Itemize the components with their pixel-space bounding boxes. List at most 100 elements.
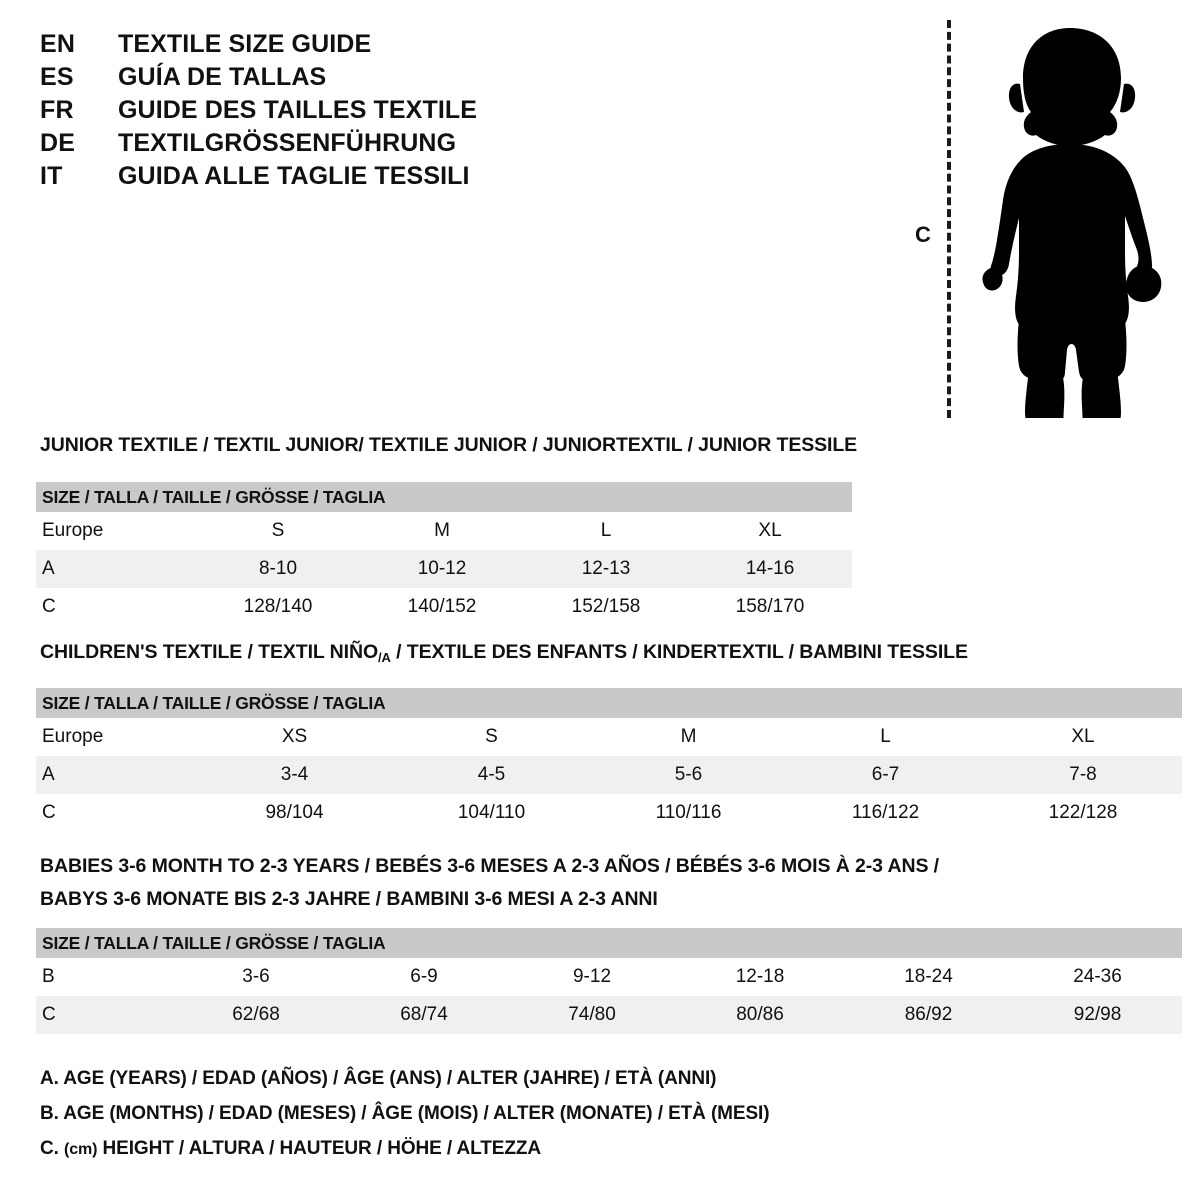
cell-value: M xyxy=(360,512,524,550)
cell-value: 68/74 xyxy=(340,996,508,1034)
table-row: A 8-10 10-12 12-13 14-16 xyxy=(36,550,853,588)
table-row: A 3-4 4-5 5-6 6-7 7-8 xyxy=(36,756,1182,794)
babies-size-table: SIZE / TALLA / TAILLE / GRÖSSE / TAGLIA … xyxy=(36,928,1183,1034)
guide-title: GUIDE DES TAILLES TEXTILE xyxy=(118,96,478,124)
cell-value: 7-8 xyxy=(984,756,1182,794)
cell-value: 3-4 xyxy=(196,756,393,794)
language-title-block: EN TEXTILE SIZE GUIDE ES GUÍA DE TALLAS … xyxy=(40,30,740,195)
babies-heading-line2: BABYS 3-6 MONATE BIS 2-3 JAHRE / BAMBINI… xyxy=(40,888,658,910)
cell-value: 14-16 xyxy=(688,550,853,588)
cell-value: 62/68 xyxy=(172,996,340,1034)
babies-section-heading: BABIES 3-6 MONTH TO 2-3 YEARS / BEBÉS 3-… xyxy=(40,855,939,911)
cell-value: S xyxy=(196,512,360,550)
row-label: A xyxy=(36,550,196,588)
children-heading-text-post: / TEXTILE DES ENFANTS / KINDERTEXTIL / B… xyxy=(390,641,968,663)
cell-value: 116/122 xyxy=(787,794,984,832)
cell-value: L xyxy=(524,512,688,550)
language-row-de: DE TEXTILGRÖSSENFÜHRUNG xyxy=(40,129,740,162)
language-code: IT xyxy=(40,162,63,190)
language-code: FR xyxy=(40,96,74,124)
toddler-silhouette-icon xyxy=(982,28,1162,418)
row-label: Europe xyxy=(36,718,196,756)
cell-value: 80/86 xyxy=(676,996,844,1034)
cell-value: 86/92 xyxy=(844,996,1013,1034)
legend-c-unit: (cm) xyxy=(63,1141,98,1158)
cell-value: M xyxy=(590,718,787,756)
language-row-fr: FR GUIDE DES TAILLES TEXTILE xyxy=(40,96,740,129)
cell-value: 92/98 xyxy=(1013,996,1183,1034)
guide-title: GUÍA DE TALLAS xyxy=(118,63,327,91)
legend-line-b: B. AGE (MONTHS) / EDAD (MESES) / ÂGE (MO… xyxy=(40,1103,770,1124)
legend-line-a: A. AGE (YEARS) / EDAD (AÑOS) / ÂGE (ANS)… xyxy=(40,1068,717,1089)
children-size-bar-row: SIZE / TALLA / TAILLE / GRÖSSE / TAGLIA xyxy=(36,688,1182,718)
language-row-en: EN TEXTILE SIZE GUIDE xyxy=(40,30,740,63)
row-label: A xyxy=(36,756,196,794)
cell-value: 6-9 xyxy=(340,958,508,996)
guide-title: TEXTILE SIZE GUIDE xyxy=(118,30,372,58)
junior-section-heading: JUNIOR TEXTILE / TEXTIL JUNIOR/ TEXTILE … xyxy=(40,434,857,457)
cell-value: 12-18 xyxy=(676,958,844,996)
babies-heading-line1: BABIES 3-6 MONTH TO 2-3 YEARS / BEBÉS 3-… xyxy=(40,855,939,877)
row-label: C xyxy=(36,794,196,832)
children-section-heading: CHILDREN'S TEXTILE / TEXTIL NIÑO/A / TEX… xyxy=(40,641,968,665)
row-label: B xyxy=(36,958,172,996)
table-row: C 128/140 140/152 152/158 158/170 xyxy=(36,588,853,626)
language-row-es: ES GUÍA DE TALLAS xyxy=(40,63,740,96)
table-row: Europe XS S M L XL xyxy=(36,718,1182,756)
cell-value: 10-12 xyxy=(360,550,524,588)
junior-size-table: SIZE / TALLA / TAILLE / GRÖSSE / TAGLIA … xyxy=(36,482,853,626)
children-heading-subscript: /A xyxy=(378,650,391,665)
cell-value: 110/116 xyxy=(590,794,787,832)
cell-value: XL xyxy=(984,718,1182,756)
cell-value: 12-13 xyxy=(524,550,688,588)
legend-c-prefix: C. xyxy=(40,1138,64,1159)
guide-title: TEXTILGRÖSSENFÜHRUNG xyxy=(118,129,457,157)
row-label: Europe xyxy=(36,512,196,550)
cell-value: S xyxy=(393,718,590,756)
legend-c-text: HEIGHT / ALTURA / HAUTEUR / HÖHE / ALTEZ… xyxy=(97,1138,542,1159)
language-code: EN xyxy=(40,30,76,58)
children-heading-text-pre: CHILDREN'S TEXTILE / TEXTIL NIÑO xyxy=(40,641,379,663)
table-row: B 3-6 6-9 9-12 12-18 18-24 24-36 xyxy=(36,958,1183,996)
cell-value: XS xyxy=(196,718,393,756)
language-code: DE xyxy=(40,129,76,157)
cell-value: XL xyxy=(688,512,853,550)
cell-value: 158/170 xyxy=(688,588,853,626)
cell-value: 104/110 xyxy=(393,794,590,832)
cell-value: 6-7 xyxy=(787,756,984,794)
cell-value: 3-6 xyxy=(172,958,340,996)
cell-value: L xyxy=(787,718,984,756)
junior-heading-text: JUNIOR TEXTILE / TEXTIL JUNIOR/ TEXTILE … xyxy=(40,434,858,456)
cell-value: 140/152 xyxy=(360,588,524,626)
cell-value: 74/80 xyxy=(508,996,676,1034)
cell-value: 18-24 xyxy=(844,958,1013,996)
measurement-legend: A. AGE (YEARS) / EDAD (AÑOS) / ÂGE (ANS)… xyxy=(40,1068,940,1173)
cell-value: 4-5 xyxy=(393,756,590,794)
cell-value: 122/128 xyxy=(984,794,1182,832)
legend-line-c: C. (cm) HEIGHT / ALTURA / HAUTEUR / HÖHE… xyxy=(40,1138,940,1173)
guide-title: GUIDA ALLE TAGLIE TESSILI xyxy=(118,162,470,190)
table-row: Europe S M L XL xyxy=(36,512,853,550)
height-diagram: C xyxy=(895,12,1185,422)
children-size-bar-label: SIZE / TALLA / TAILLE / GRÖSSE / TAGLIA xyxy=(36,688,1182,718)
table-row: C 62/68 68/74 74/80 80/86 86/92 92/98 xyxy=(36,996,1183,1034)
cell-value: 24-36 xyxy=(1013,958,1183,996)
babies-size-bar-row: SIZE / TALLA / TAILLE / GRÖSSE / TAGLIA xyxy=(36,928,1183,958)
cell-value: 128/140 xyxy=(196,588,360,626)
row-label: C xyxy=(36,996,172,1034)
cell-value: 152/158 xyxy=(524,588,688,626)
cell-value: 5-6 xyxy=(590,756,787,794)
junior-size-bar-label: SIZE / TALLA / TAILLE / GRÖSSE / TAGLIA xyxy=(36,482,853,512)
row-label: C xyxy=(36,588,196,626)
cell-value: 8-10 xyxy=(196,550,360,588)
height-dimension-line xyxy=(947,20,951,418)
language-row-it: IT GUIDA ALLE TAGLIE TESSILI xyxy=(40,162,740,195)
babies-size-bar-label: SIZE / TALLA / TAILLE / GRÖSSE / TAGLIA xyxy=(36,928,1183,958)
junior-size-bar-row: SIZE / TALLA / TAILLE / GRÖSSE / TAGLIA xyxy=(36,482,853,512)
table-row: C 98/104 104/110 110/116 116/122 122/128 xyxy=(36,794,1182,832)
children-size-table: SIZE / TALLA / TAILLE / GRÖSSE / TAGLIA … xyxy=(36,688,1182,832)
cell-value: 98/104 xyxy=(196,794,393,832)
cell-value: 9-12 xyxy=(508,958,676,996)
height-dimension-label: C xyxy=(915,222,931,247)
language-code: ES xyxy=(40,63,74,91)
